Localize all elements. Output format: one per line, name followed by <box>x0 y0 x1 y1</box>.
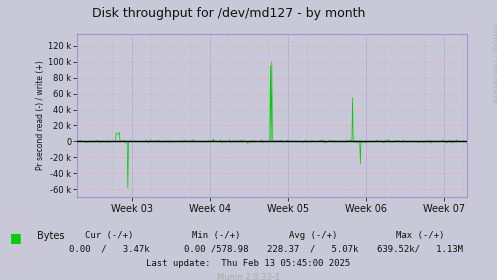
Text: Cur (-/+): Cur (-/+) <box>85 231 134 240</box>
Text: Disk throughput for /dev/md127 - by month: Disk throughput for /dev/md127 - by mont… <box>92 7 365 20</box>
Text: 0.00 /578.98: 0.00 /578.98 <box>184 245 248 254</box>
Text: Munin 2.0.33-1: Munin 2.0.33-1 <box>217 273 280 280</box>
Text: Avg (-/+): Avg (-/+) <box>289 231 337 240</box>
Text: Max (-/+): Max (-/+) <box>396 231 444 240</box>
Text: Last update:  Thu Feb 13 05:45:00 2025: Last update: Thu Feb 13 05:45:00 2025 <box>147 259 350 268</box>
Text: RRDTOOL / TOBI OETIKER: RRDTOOL / TOBI OETIKER <box>491 22 496 103</box>
Text: 0.00  /   3.47k: 0.00 / 3.47k <box>69 245 150 254</box>
Text: 639.52k/   1.13M: 639.52k/ 1.13M <box>377 245 463 254</box>
Y-axis label: Pr second read (-) / write (+): Pr second read (-) / write (+) <box>36 61 45 170</box>
Text: ■: ■ <box>10 231 22 244</box>
Text: Bytes: Bytes <box>37 231 65 241</box>
Text: Min (-/+): Min (-/+) <box>192 231 241 240</box>
Text: 228.37  /   5.07k: 228.37 / 5.07k <box>267 245 359 254</box>
